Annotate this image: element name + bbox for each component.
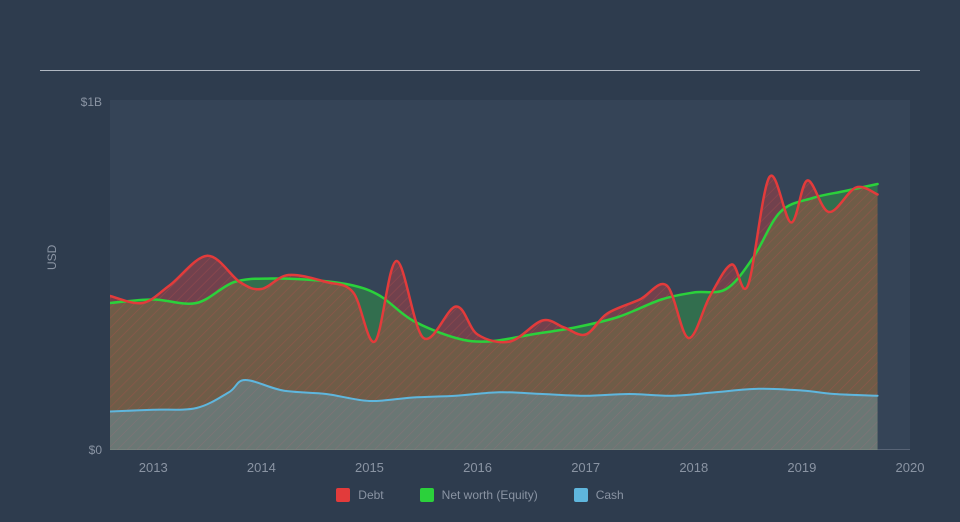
x-tick: 2020 [890,460,930,475]
legend-item-equity: Net worth (Equity) [420,488,538,502]
x-tick: 2013 [133,460,173,475]
legend-label-equity: Net worth (Equity) [442,488,538,502]
y-axis-label: USD [45,245,59,270]
y-tick-top: $1B [62,95,102,109]
legend-swatch-equity [420,488,434,502]
x-tick: 2016 [458,460,498,475]
divider [40,70,920,71]
legend-swatch-debt [336,488,350,502]
x-tick: 2014 [241,460,281,475]
legend: Debt Net worth (Equity) Cash [0,488,960,502]
legend-item-cash: Cash [574,488,624,502]
x-tick: 2019 [782,460,822,475]
y-tick-bottom: $0 [62,443,102,457]
chart-plot [110,100,910,450]
area-chart-svg [110,100,910,450]
x-tick: 2015 [349,460,389,475]
x-tick: 2018 [674,460,714,475]
x-tick: 2017 [566,460,606,475]
legend-swatch-cash [574,488,588,502]
legend-label-cash: Cash [596,488,624,502]
legend-label-debt: Debt [358,488,383,502]
legend-item-debt: Debt [336,488,383,502]
